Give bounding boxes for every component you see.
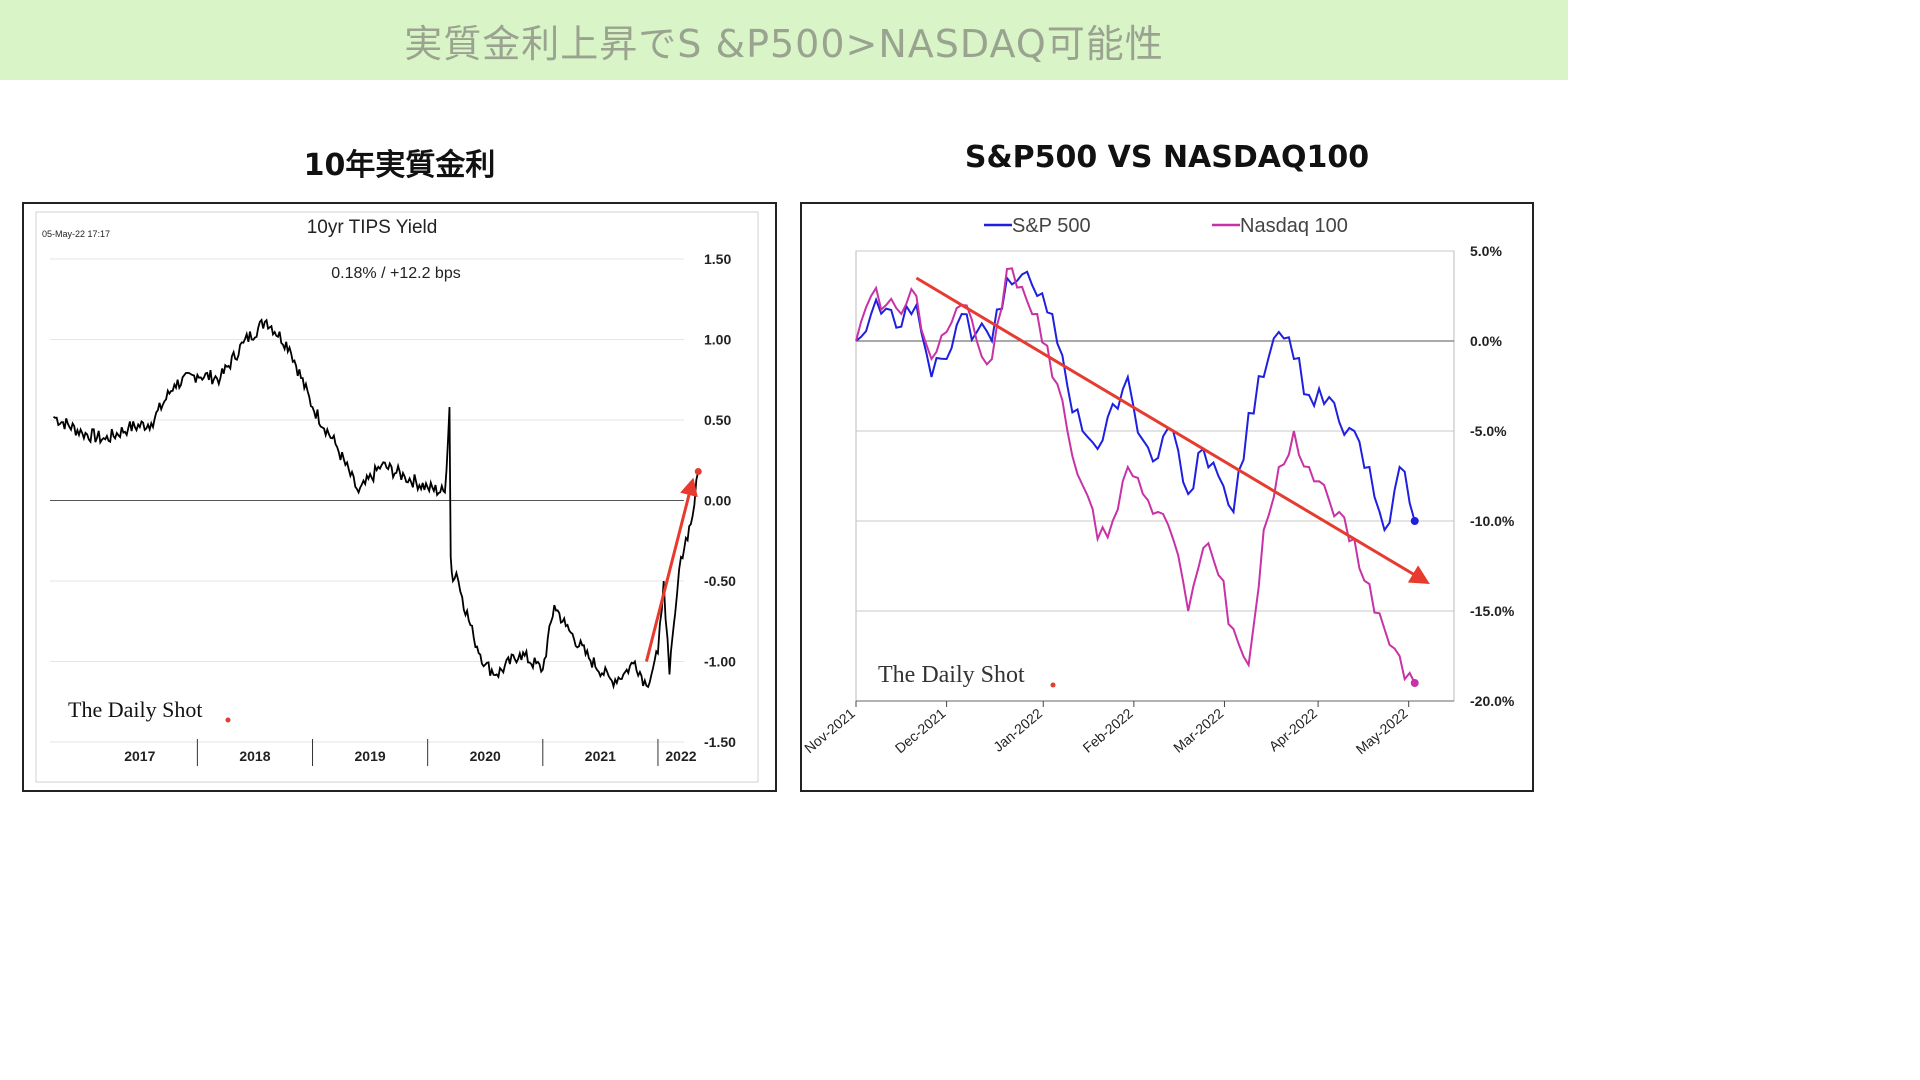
tips-yield-line: [53, 318, 700, 690]
nasdaq100-line: [855, 267, 1416, 684]
y-tick-label: 5.0%: [1470, 243, 1502, 259]
daily-shot-logo-right: The Daily Shot: [878, 662, 1025, 688]
trend-arrow-head: [1407, 565, 1430, 584]
trend-arrow: [644, 480, 694, 662]
banner-title: 実質金利上昇でS &P500>NASDAQ可能性: [404, 21, 1164, 66]
y-tick-label: 1.50: [704, 251, 731, 267]
sp500-nasdaq-chart: S&P 500 Nasdaq 100 5.0% 0.0% -5.0% -10.0% -15…: [801, 215, 1515, 757]
x-tick-label: 2020: [470, 748, 501, 764]
y-tick-label: -1.50: [704, 734, 736, 750]
x-tick-label: 2017: [124, 748, 155, 764]
last-value-dot: [694, 468, 702, 476]
x-tick-label: Apr-2022: [1266, 705, 1321, 754]
trend-arrow-head: [680, 477, 698, 498]
y-tick-label: -20.0%: [1470, 693, 1515, 709]
left-chart-heading: 10年実質金利: [303, 148, 496, 183]
y-tick-label: 0.00: [704, 493, 731, 509]
y-tick-label: -10.0%: [1470, 513, 1515, 529]
x-tick-label: Jan-2022: [990, 705, 1045, 755]
x-tick-label: 2022: [665, 748, 696, 764]
sp500-line: [855, 270, 1416, 533]
nasdaq100-last-dot: [1410, 679, 1419, 687]
y-tick-label: -1.00: [704, 654, 736, 670]
chart-subtitle: 0.18% / +12.2 bps: [331, 265, 460, 282]
trend-arrow: [915, 276, 1421, 580]
x-tick-label: Feb-2022: [1080, 705, 1136, 756]
left-chart-frame: 1.50 1.00 0.50 0.00 -0.50 -1.00 -1.50 2017 2018…: [22, 202, 777, 792]
timestamp: 05-May-22 17:17: [42, 229, 110, 239]
x-tick-label: 2019: [355, 748, 386, 764]
chart-title: 10yr TIPS Yield: [307, 217, 438, 238]
x-tick-label: 2021: [585, 748, 616, 764]
x-tick-label: Nov-2021: [802, 705, 858, 756]
x-tick-label: Dec-2021: [892, 705, 949, 756]
logo-dot-right: [1050, 682, 1056, 688]
plot-area: [855, 250, 1455, 702]
x-tick-label: Mar-2022: [1170, 705, 1226, 756]
y-tick-label: -5.0%: [1470, 423, 1507, 439]
legend-label: S&P 500: [1012, 215, 1091, 237]
tips-yield-chart: 1.50 1.00 0.50 0.00 -0.50 -1.00 -1.50 2017 2018…: [35, 211, 759, 783]
sp500-last-dot: [1410, 517, 1419, 525]
daily-shot-logo: The Daily Shot: [68, 697, 202, 722]
y-tick-label: 1.00: [704, 332, 731, 348]
x-tick-label: May-2022: [1353, 705, 1411, 757]
right-chart-frame: S&P 500 Nasdaq 100 5.0% 0.0% -5.0% -10.0% -15…: [800, 202, 1534, 792]
right-chart-heading: S&P500 VS NASDAQ100: [964, 140, 1370, 175]
y-tick-label: 0.50: [704, 412, 731, 428]
y-tick-label: 0.0%: [1470, 333, 1502, 349]
title-banner: 実質金利上昇でS &P500>NASDAQ可能性: [0, 0, 1568, 80]
chart-inner-border: [35, 211, 759, 783]
y-tick-label: -0.50: [704, 573, 736, 589]
legend-label: Nasdaq 100: [1240, 215, 1348, 237]
logo-dot: [225, 717, 231, 723]
y-tick-label: -15.0%: [1470, 603, 1515, 619]
x-tick-label: 2018: [239, 748, 270, 764]
